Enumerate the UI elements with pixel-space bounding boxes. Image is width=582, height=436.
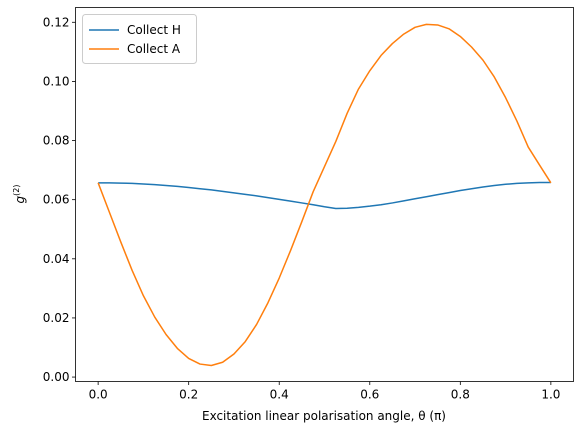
legend-label-collect-a: Collect A [127,42,181,56]
series-layer [97,23,552,367]
x-tick-label: 1.0 [541,388,560,402]
y-tick-label: 0.00 [43,370,70,384]
y-tick-label: 0.06 [43,193,70,207]
y-tick-label: 0.08 [43,134,70,148]
legend-box [82,14,197,64]
series-line-collect-h [98,181,551,210]
x-axis-ticks: 0.0 0.2 0.4 0.6 0.8 1.0 [89,381,560,402]
y-axis-title: g(2) [12,185,27,204]
series-line-collect-a [97,23,552,367]
y-tick-label: 0.02 [43,311,70,325]
x-tick-label: 0.8 [451,388,470,402]
x-tick-label: 0.4 [270,388,289,402]
legend: Collect H Collect A [82,14,197,64]
x-axis-title: Excitation linear polarisation angle, θ … [202,409,446,423]
y-tick-label: 0.12 [43,15,70,29]
plot-frame [75,7,574,382]
y-tick-label: 0.10 [43,74,70,88]
legend-label-collect-h: Collect H [127,23,181,37]
x-tick-label: 0.2 [179,388,198,402]
x-tick-label: 0.6 [360,388,379,402]
y-axis-ticks: 0.00 0.02 0.04 0.06 0.08 0.10 0.12 [43,15,76,384]
y-tick-label: 0.04 [43,252,70,266]
x-tick-label: 0.0 [89,388,108,402]
